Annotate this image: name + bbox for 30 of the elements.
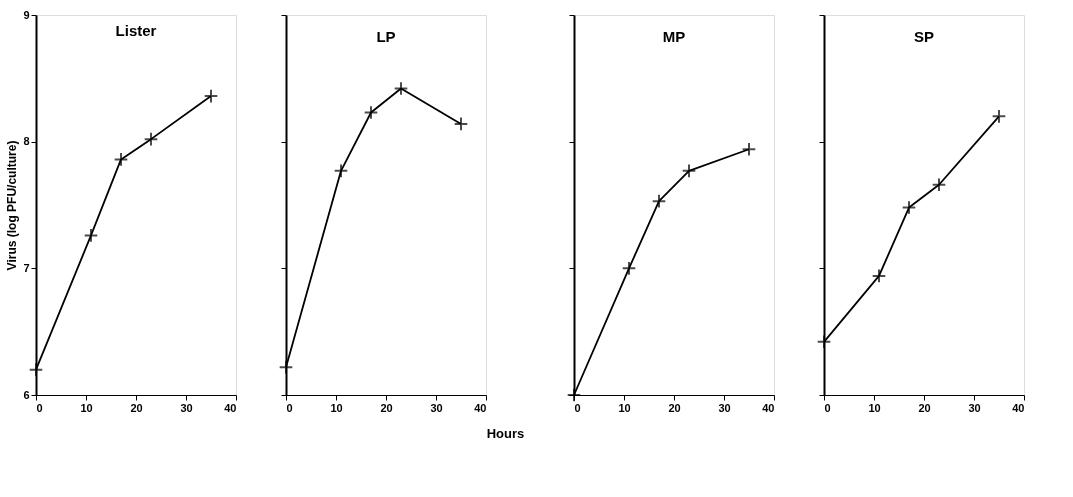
x-tick-label: 0: [824, 401, 831, 414]
chart-title: Lister: [115, 22, 157, 39]
x-tick-label: 40: [762, 401, 775, 414]
text: SP: [913, 27, 935, 45]
x-tick-label: 30: [180, 401, 193, 414]
y-tick-label: 8: [23, 135, 30, 148]
x-tick-label: 40: [1012, 401, 1025, 414]
x-tick-label: 30: [430, 401, 443, 414]
x-tick-label: 0: [36, 401, 43, 414]
text: MP: [662, 27, 686, 45]
x-tick-label: 30: [968, 401, 981, 414]
x-tick-label: 10: [868, 401, 881, 414]
x-tick-label: 0: [574, 401, 581, 414]
x-tick-label: 40: [224, 401, 237, 414]
x-tick-label: 20: [668, 401, 681, 414]
x-axis-title: Hours: [486, 425, 525, 441]
x-tick-label: 20: [130, 401, 143, 414]
x-tick-label: 20: [918, 401, 931, 414]
y-tick-label: 6: [23, 388, 30, 401]
y-axis-title: Virus (log PFU/culture): [5, 140, 20, 271]
x-tick-label: 0: [286, 401, 293, 414]
x-tick-label: 30: [718, 401, 731, 414]
x-tick-label: 20: [380, 401, 393, 414]
y-tick-label: 9: [23, 8, 30, 21]
y-tick-label: 7: [23, 261, 30, 274]
text: LP: [376, 27, 396, 45]
x-tick-label: 10: [618, 401, 631, 414]
x-tick-label: 40: [474, 401, 487, 414]
x-tick-label: 10: [80, 401, 93, 414]
x-tick-label: 10: [330, 401, 343, 414]
